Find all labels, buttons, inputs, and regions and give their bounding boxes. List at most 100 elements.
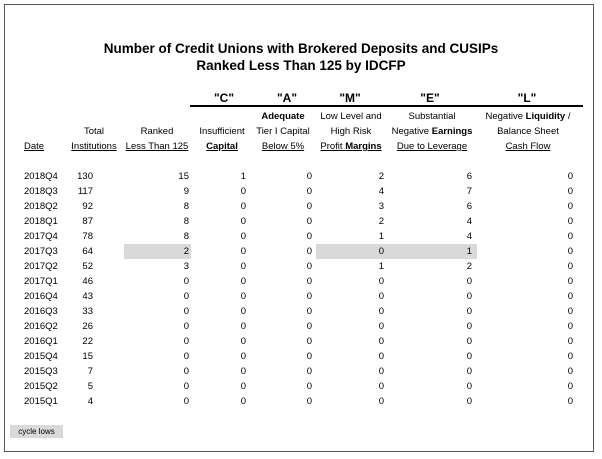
column-header-adequate-tier1: Adequate Tier I Capital Below 5% [250, 109, 316, 154]
cell-negative-earnings: 6 [466, 171, 472, 182]
l-header-line1b: Liquidity [525, 111, 566, 122]
cell-ranked-less-than-125: 8 [183, 231, 189, 242]
cell-total-institutions: 15 [82, 351, 93, 362]
cell-date: 2017Q3 [24, 246, 58, 257]
cell-adequate-tier1: 0 [306, 216, 312, 227]
total-header-line2: Institutions [71, 141, 117, 152]
cell-profit-margins: 0 [378, 306, 384, 317]
cell-total-institutions: 130 [77, 171, 93, 182]
highlight-cell-margins-earnings [316, 244, 477, 259]
cell-adequate-tier1: 0 [306, 321, 312, 332]
l-header-line2: Balance Sheet [497, 126, 559, 137]
l-header-line3: Cash Flow [505, 141, 551, 152]
cell-profit-margins: 0 [378, 291, 384, 302]
cell-negative-liquidity: 0 [567, 216, 573, 227]
highlight-cell-ranked [124, 244, 191, 259]
cell-profit-margins: 4 [378, 186, 384, 197]
cell-negative-liquidity: 0 [567, 171, 573, 182]
cell-total-institutions: 7 [87, 366, 93, 377]
cell-negative-earnings: 2 [466, 261, 472, 272]
a-header-line1: Adequate [261, 111, 305, 122]
table-row: 2016Q2 26 0 0 0 0 0 0 [0, 319, 602, 334]
table-row: 2015Q2 5 0 0 0 0 0 0 [0, 379, 602, 394]
table-row: 2016Q4 43 0 0 0 0 0 0 [0, 289, 602, 304]
table-row: 2018Q4 130 15 1 0 2 6 0 [0, 169, 602, 184]
cell-ranked-less-than-125: 8 [183, 216, 189, 227]
category-a-label: "A" [276, 91, 298, 105]
cell-profit-margins: 0 [378, 321, 384, 332]
ranked-header-line1: Ranked [140, 126, 174, 137]
cell-ranked-less-than-125: 15 [178, 171, 189, 182]
cell-total-institutions: 64 [82, 246, 93, 257]
category-c-label: "C" [213, 91, 235, 105]
cell-ranked-less-than-125: 0 [183, 306, 189, 317]
e-header-line3: Due to Leverage [396, 141, 468, 152]
cell-profit-margins: 3 [378, 201, 384, 212]
category-underline [190, 105, 583, 107]
table-title: Number of Credit Unions with Brokered De… [103, 41, 499, 56]
cell-adequate-tier1: 0 [306, 201, 312, 212]
table-row: 2018Q1 87 8 0 0 2 4 0 [0, 214, 602, 229]
e-header-line2a: Negative [391, 126, 432, 137]
cell-date: 2016Q4 [24, 291, 58, 302]
cell-insufficient-capital: 0 [240, 321, 246, 332]
cell-date: 2018Q2 [24, 201, 58, 212]
cell-adequate-tier1: 0 [306, 231, 312, 242]
cell-negative-earnings: 0 [466, 321, 472, 332]
m-header-line1: Low Level and [320, 111, 382, 122]
cell-ranked-less-than-125: 2 [183, 246, 189, 257]
ranked-header-line2: Less Than 125 [125, 141, 189, 152]
e-header-line1: Substantial [408, 111, 456, 122]
cell-insufficient-capital: 0 [240, 216, 246, 227]
cell-adequate-tier1: 0 [306, 381, 312, 392]
cell-date: 2015Q1 [24, 396, 58, 407]
cell-total-institutions: 87 [82, 216, 93, 227]
m-header-line3a: Profit [320, 141, 346, 152]
cycle-lows-legend: cycle lows [10, 425, 63, 438]
cell-insufficient-capital: 0 [240, 351, 246, 362]
table-frame [4, 4, 594, 452]
cell-profit-margins: 0 [378, 336, 384, 347]
cell-adequate-tier1: 0 [306, 171, 312, 182]
cell-ranked-less-than-125: 0 [183, 381, 189, 392]
table-row: 2017Q4 78 8 0 0 1 4 0 [0, 229, 602, 244]
cell-date: 2017Q2 [24, 261, 58, 272]
cell-ranked-less-than-125: 3 [183, 261, 189, 272]
cell-total-institutions: 43 [82, 291, 93, 302]
cell-negative-liquidity: 0 [567, 186, 573, 197]
cell-ranked-less-than-125: 0 [183, 351, 189, 362]
cell-insufficient-capital: 0 [240, 396, 246, 407]
cell-profit-margins: 0 [378, 351, 384, 362]
cell-profit-margins: 0 [378, 246, 384, 257]
cell-negative-liquidity: 0 [567, 261, 573, 272]
cell-negative-liquidity: 0 [567, 396, 573, 407]
cell-negative-liquidity: 0 [567, 306, 573, 317]
cell-negative-liquidity: 0 [567, 351, 573, 362]
cell-negative-earnings: 7 [466, 186, 472, 197]
cell-negative-liquidity: 0 [567, 381, 573, 392]
column-header-profit-margins: Low Level and High Risk Profit Margins [316, 109, 386, 154]
cell-insufficient-capital: 0 [240, 366, 246, 377]
cell-total-institutions: 117 [77, 186, 93, 197]
cell-negative-liquidity: 0 [567, 291, 573, 302]
c-header-line2: Capital [206, 141, 238, 152]
cell-date: 2017Q4 [24, 231, 58, 242]
table-row: 2015Q3 7 0 0 0 0 0 0 [0, 364, 602, 379]
cell-ranked-less-than-125: 0 [183, 366, 189, 377]
cell-date: 2017Q1 [24, 276, 58, 287]
cell-total-institutions: 52 [82, 261, 93, 272]
cell-profit-margins: 1 [378, 231, 384, 242]
cell-profit-margins: 0 [378, 276, 384, 287]
a-header-line2: Tier I Capital [256, 126, 310, 137]
cell-negative-earnings: 6 [466, 201, 472, 212]
cell-date: 2018Q3 [24, 186, 58, 197]
cell-negative-liquidity: 0 [567, 246, 573, 257]
cell-total-institutions: 5 [87, 381, 93, 392]
l-header-line1c: / [565, 111, 571, 122]
category-m-label: "M" [339, 91, 361, 105]
column-header-negative-earnings: Substantial Negative Earnings Due to Lev… [386, 109, 478, 154]
cell-total-institutions: 46 [82, 276, 93, 287]
cell-total-institutions: 26 [82, 321, 93, 332]
cell-negative-earnings: 4 [466, 216, 472, 227]
cell-insufficient-capital: 1 [240, 171, 246, 182]
